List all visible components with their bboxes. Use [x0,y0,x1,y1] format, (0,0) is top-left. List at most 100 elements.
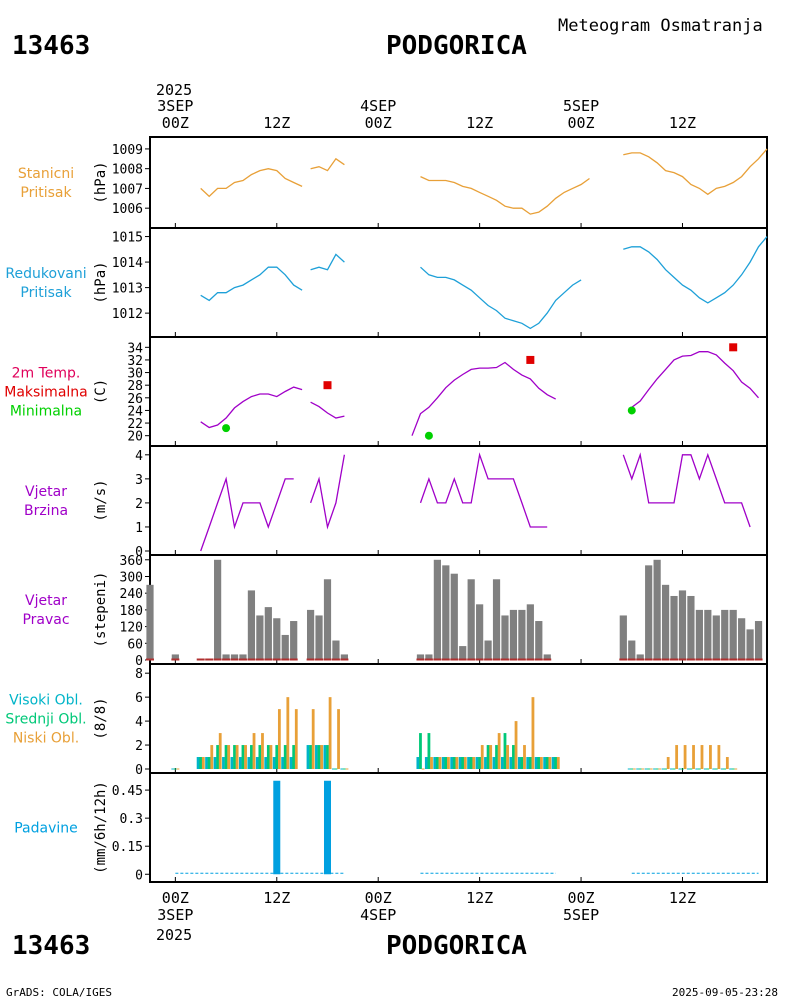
cloud-bar-niski [294,709,298,769]
panel-label: Srednji Obl. [5,712,86,728]
wind-direction-bar [543,654,551,660]
wind-direction-bar [264,607,272,660]
cloud-bar-niski [244,745,247,769]
cloud-bar-srednji [309,745,312,769]
cloud-bar-niski [311,709,315,769]
cloud-bar-srednji [419,733,422,769]
cloud-bar-niski [252,733,256,769]
y-tick-label: 1014 [112,256,143,271]
y-tick-label: 0 [135,763,143,778]
wind-direction-bar [695,609,703,660]
wind-direction-bar [535,621,543,660]
wind-direction-bar [425,654,433,660]
tmax-marker [526,355,535,364]
cloud-bar-niski [514,721,518,769]
top-time-label: 00Z [162,114,189,132]
cloud-bar-niski [472,757,476,769]
wind-direction-bar [467,579,475,660]
cloud-bar-niski [556,757,560,769]
cloud-bar-visoki [450,757,454,769]
timestamp-label: 2025-09-05-23:28 [672,986,778,999]
cloud-bar-srednji [444,757,448,769]
y-tick-label: 1012 [112,307,143,322]
wind-direction-bar [230,654,239,660]
cloud-bar-niski [455,757,459,769]
wind-direction-bar [450,573,458,660]
wind-direction-bar [754,621,763,660]
wind-direction-bar [323,579,332,660]
cloud-bar-visoki [230,757,234,769]
cloud-bar-srednji [461,757,465,769]
bottom-day-label: 5SEP [563,906,599,924]
bottom-time-label: 12Z [669,889,696,907]
cloud-bar-niski [675,745,679,769]
series-line [623,148,768,196]
cloud-bar-srednji [478,757,482,769]
cloud-bar-visoki [264,757,268,769]
series-line [420,176,590,215]
tmin-marker [222,424,231,433]
panel-frame [149,772,768,883]
y-tick-label: 1007 [112,182,143,197]
cloud-bar-srednji [435,757,439,769]
y-tick-label: 0.15 [112,840,143,855]
top-time-label: 12Z [263,114,290,132]
cloud-bar-niski [261,733,264,769]
cloud-bar-visoki [196,757,200,769]
wind-direction-bar [433,559,441,660]
series-line [419,452,548,528]
cloud-bar-niski [447,757,450,769]
y-tick-label: 34 [127,341,143,356]
bottom-time-label: 12Z [466,889,493,907]
y-tick-label: 1008 [112,163,143,178]
bottom-day-label: 4SEP [360,906,396,924]
top-time-label: 00Z [568,114,595,132]
wind-direction-bar [247,590,256,660]
y-tick-label: 4 [135,449,143,464]
panel-label: Pritisak [20,185,72,201]
cloud-bar-srednji [452,757,456,769]
y-tick-label: 3 [135,473,143,488]
bottom-time-label: 00Z [162,889,189,907]
cloud-bar-visoki [289,757,293,769]
wind-direction-bar [171,654,179,660]
cloud-bar-srednji [224,745,228,769]
y-tick-label: 32 [127,354,143,369]
wind-direction-bar [704,609,712,660]
cloud-bar-niski [692,745,695,769]
cloud-bar-niski [210,745,214,769]
bottom-year-label: 2025 [156,926,192,944]
series-line [310,401,345,419]
y-tick-label: 1009 [112,143,143,158]
wind-direction-bar [619,615,627,660]
product-title: Meteogram Osmatranja [558,16,763,36]
series-line [309,454,346,530]
cloud-bar-visoki [424,757,428,769]
cloud-bar-visoki [222,757,225,769]
y-tick-label: 8 [135,667,143,682]
wind-direction-bar [476,604,484,660]
wind-direction-bar [416,654,425,660]
y-tick-label: 300 [120,570,143,585]
wind-direction-bar [281,634,289,660]
wind-direction-bar [459,646,467,660]
cloud-bar-niski [337,709,340,769]
cloud-bar-niski [277,709,281,769]
cloud-bar-niski [548,757,552,769]
unit-label: (8/8) [93,697,109,739]
cloud-bar-srednji [233,745,236,769]
panel-label: Pravac [22,612,69,628]
wind-direction-bar [290,621,298,660]
cloud-bar-visoki [416,757,420,769]
y-tick-label: 120 [120,621,143,636]
station-id-bottom: 13463 [12,931,90,961]
panel-label: 2m Temp. [12,366,81,382]
panel-label: Visoki Obl. [9,693,83,709]
y-tick-label: 26 [127,392,143,407]
top-day-label: 3SEP [157,97,193,115]
cloud-bar-niski [506,745,509,769]
cloud-bar-niski [539,757,543,769]
cloud-bar-srednji [275,745,279,769]
